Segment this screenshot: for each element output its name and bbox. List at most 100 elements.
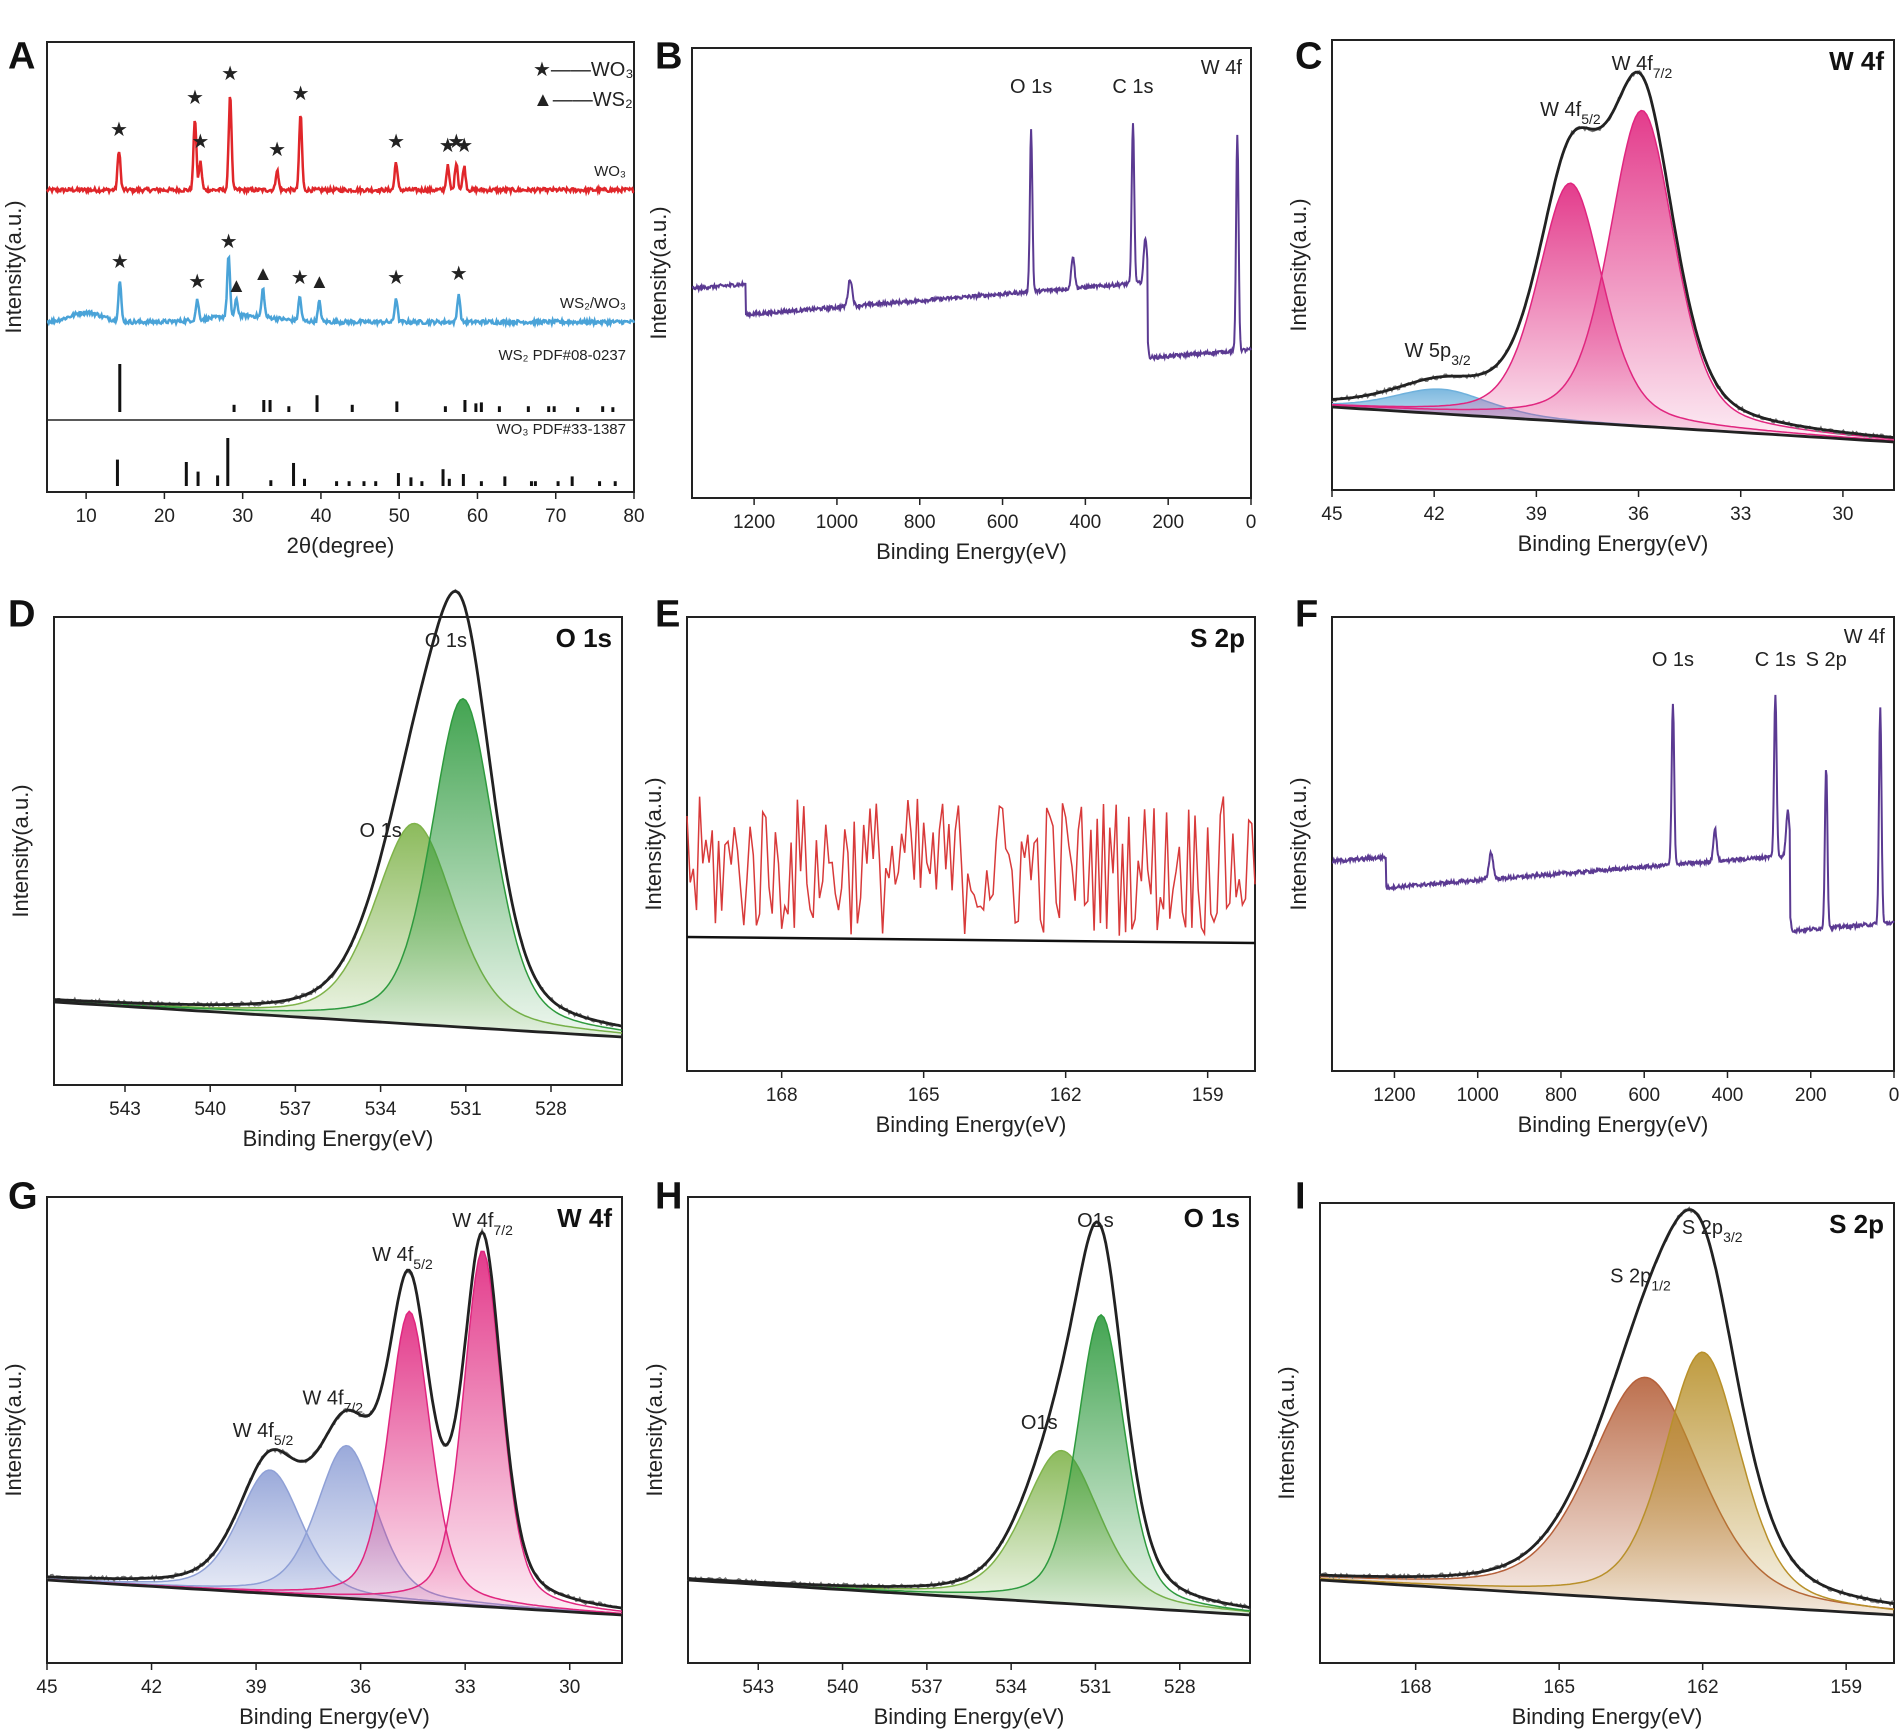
- panel-letter: I: [1295, 1175, 1306, 1217]
- panel-G: G 45 42 39 36 33 30 Binding Energy(eV) Intensity…: [1, 1175, 623, 1729]
- core-level-label: S 2p: [1190, 623, 1245, 653]
- x-tick-label: 20: [154, 506, 175, 527]
- plot-frame: [46, 1196, 623, 1664]
- y-axis-title: Intensity(a.u.): [642, 1363, 667, 1496]
- x-tick-label: 168: [766, 1085, 798, 1106]
- x-axis-title: Binding Energy(eV): [1518, 531, 1709, 556]
- core-level-label: S 2p: [1829, 1209, 1884, 1239]
- peak-marker: ★: [439, 135, 457, 157]
- peak-label: W 4f5/2: [1540, 99, 1601, 127]
- plot-frame: [691, 47, 1252, 499]
- x-tick-label: 200: [1795, 1085, 1827, 1106]
- peak-marker: ★: [292, 83, 310, 105]
- peak-label: W 5p3/2: [1405, 340, 1471, 368]
- panel-I: I 168 165 162 159 Binding Energy(eV) Intensity…: [1274, 1175, 1895, 1729]
- component-fill: [1320, 1377, 1894, 1615]
- x-tick-label: 0: [1246, 512, 1257, 533]
- peak-marker: ★: [220, 231, 238, 253]
- x-tick-label: 537: [911, 1677, 943, 1698]
- peak-marker: ▲: [309, 271, 329, 293]
- component-fill: [47, 1251, 622, 1615]
- panel-letter: D: [8, 593, 35, 635]
- x-tick-label: 36: [1628, 504, 1649, 525]
- peak-marker: ★: [221, 63, 239, 85]
- x-tick-label: 540: [194, 1099, 226, 1120]
- core-level-label: O 1s: [556, 623, 612, 653]
- background-line: [46, 1578, 623, 1617]
- x-axis-title: Binding Energy(eV): [239, 1704, 430, 1729]
- peak-marker: ★: [186, 87, 204, 109]
- plot-frame: [53, 616, 623, 1086]
- peak-marker: ★: [110, 119, 128, 141]
- fit-envelope: [1331, 70, 1895, 439]
- peak-label: W 4f7/2: [302, 1388, 363, 1416]
- component-fill: [1332, 110, 1894, 442]
- x-tick-label: 45: [36, 1677, 57, 1698]
- peak-label: O 1s: [425, 630, 467, 652]
- x-tick-label: 168: [1400, 1677, 1432, 1698]
- x-tick-label: 162: [1687, 1677, 1719, 1698]
- legend: ★——WO₃ ▲——WS₂: [533, 59, 634, 111]
- x-tick-label: 0: [1889, 1085, 1900, 1106]
- xrd-curve: [45, 96, 635, 197]
- x-tick-label: 400: [1712, 1085, 1744, 1106]
- x-tick-label: 30: [1832, 504, 1853, 525]
- x-tick-label: 70: [545, 506, 566, 527]
- y-axis-title: Intensity(a.u.): [1286, 777, 1311, 910]
- x-tick-label: 200: [1152, 512, 1184, 533]
- peak-label: C 1s: [1755, 649, 1796, 671]
- peak-label: O 1s: [1010, 76, 1052, 98]
- x-tick-label: 42: [141, 1677, 162, 1698]
- x-tick-label: 165: [908, 1085, 940, 1106]
- peak-marker: ★: [387, 267, 405, 289]
- fit-envelope: [687, 1220, 1251, 1609]
- x-axis-title: 2θ(degree): [287, 533, 395, 558]
- component-line: [1319, 1351, 1895, 1611]
- peak-label: S 2p1/2: [1610, 1265, 1671, 1293]
- x-axis-title: Binding Energy(eV): [874, 1704, 1065, 1729]
- x-tick-label: 534: [995, 1677, 1027, 1698]
- x-tick-label: 80: [623, 506, 644, 527]
- x-axis-title: Binding Energy(eV): [1512, 1704, 1703, 1729]
- x-tick-label: 36: [350, 1677, 371, 1698]
- panel-B: B 1200 1000 800 600 400 200 0 Binding Energy(eV)…: [646, 35, 1256, 564]
- x-tick-label: 30: [232, 506, 253, 527]
- peak-marker: ★: [191, 131, 209, 153]
- x-tick-label: 528: [535, 1099, 567, 1120]
- peak-label: W 4f5/2: [372, 1244, 433, 1272]
- component-fill: [47, 1445, 622, 1615]
- plot-frame: [1331, 39, 1895, 491]
- x-tick-label: 540: [827, 1677, 859, 1698]
- peak-label: S 2p: [1806, 649, 1847, 671]
- reference-label: WS₂ PDF#08-0237: [498, 347, 626, 364]
- plot-frame: [1319, 1202, 1895, 1664]
- x-tick-label: 39: [1526, 504, 1547, 525]
- x-tick-label: 1200: [1373, 1085, 1415, 1106]
- x-tick-label: 1200: [733, 512, 775, 533]
- x-tick-label: 159: [1830, 1677, 1862, 1698]
- curve-label: WO₃: [594, 163, 626, 180]
- fit-envelope: [46, 1230, 623, 1610]
- y-axis-title: Intensity(a.u.): [8, 784, 33, 917]
- x-tick-label: 531: [1080, 1677, 1112, 1698]
- plot-frame: [686, 616, 1256, 1072]
- x-axis-title: Binding Energy(eV): [876, 1112, 1067, 1137]
- y-axis-title: Intensity(a.u.): [1274, 1366, 1299, 1499]
- peak-label: O 1s: [1652, 649, 1694, 671]
- x-tick-label: 10: [76, 506, 97, 527]
- x-tick-label: 800: [904, 512, 936, 533]
- survey-curve: [691, 123, 1252, 362]
- plot-frame: [687, 1196, 1251, 1664]
- peak-label: W 4f: [1844, 626, 1886, 648]
- component-fill: [47, 1470, 622, 1615]
- panel-letter: B: [655, 35, 682, 77]
- peak-marker: ★: [268, 139, 286, 161]
- x-tick-label: 600: [987, 512, 1019, 533]
- x-tick-label: 543: [109, 1099, 141, 1120]
- panel-E: E 168 165 162 159 Binding Energy(eV) Intensity…: [641, 593, 1256, 1137]
- background-line: [687, 1578, 1251, 1617]
- xrd-curve: [46, 254, 636, 329]
- peak-marker: ▲: [227, 275, 247, 297]
- peak-label: W 4f5/2: [233, 1420, 294, 1448]
